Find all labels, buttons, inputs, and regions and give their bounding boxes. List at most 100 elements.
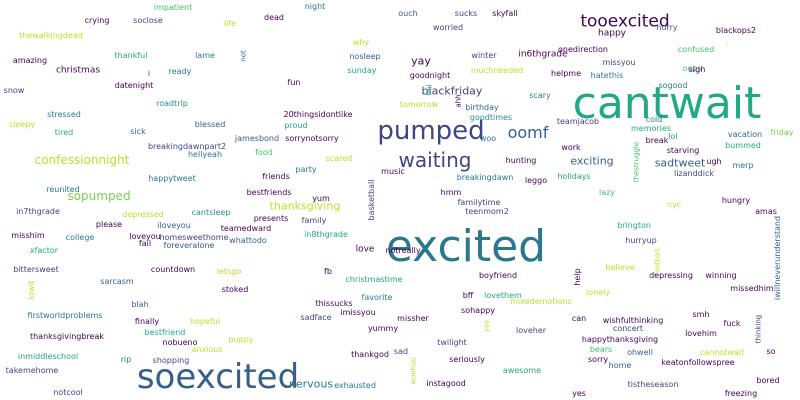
word-goodnight: goodnight [409,71,451,80]
word-thissucks: thissucks [315,299,353,308]
word-nobueno: nobueno [162,338,198,347]
word-sad: sad [393,347,409,356]
word-hmm: hmm [440,188,462,197]
word-loveher: loveher [515,326,547,335]
word-so: so [766,347,776,356]
word-confused: confused [677,45,715,54]
word-friends: friends [262,172,290,181]
word-stoked: stoked [221,285,249,294]
word-lonely: lonely [585,288,611,297]
word-cannotwait: cannotwait [699,348,745,357]
word-awesome: awesome [502,366,542,375]
word-sarcasm: sarcasm [100,277,134,286]
word-fb: fb [324,267,332,276]
word-please: please [95,220,123,229]
word-depressed: depressed [122,210,164,219]
word-woo: woo [479,134,497,143]
word-party: party [295,165,317,174]
word-scared: scared [325,154,353,163]
word-depressing: depressing [649,271,693,280]
word-hopeful: hopeful [189,317,221,326]
word-imissyou: imissyou [340,308,376,317]
word-nervous: nervous [288,377,334,391]
word-missedhim: missedhim [730,284,774,293]
word-thankgod: thankgod [351,350,389,359]
word-thinking: thinking [754,314,763,344]
word-misshim: misshim [11,231,45,240]
word-sadface: sadface [300,313,332,322]
word-yay: yay [482,319,491,333]
word-bittersweet: bittersweet [13,265,59,274]
word-family: family [301,216,327,225]
word-jamesbond: jamesbond [234,134,280,143]
word-brington: brington [617,221,651,230]
word-rip: rip [120,355,132,364]
word-lizanddick: lizanddick [673,169,715,178]
word-sorrynotsorry: sorrynotsorry [285,134,339,143]
word-yes: yes [572,389,586,398]
word-favorite: favorite [361,293,393,302]
word-blackops2: blackops2 [715,26,757,35]
word-thestruggle: thestruggle [632,141,641,183]
word-stressed: stressed [47,110,81,119]
word-break: break [645,136,669,145]
word-oomf: oomf [507,123,549,142]
word-exciting: exciting [570,154,614,168]
word-iwillneverunderstand: iwillneverunderstand [773,215,782,301]
word-ready: ready [168,67,192,76]
word-letsgo: letsgo [216,267,242,276]
word-cantsleep: cantsleep [191,208,231,217]
word-takemehome: takemehome [5,366,59,375]
word-friday: friday [770,128,794,137]
word-soexcited: soexcited [136,357,300,397]
word-tomorrow: tomorrow [399,100,439,109]
word-sucks: sucks [454,9,478,18]
word-tired: tired [54,128,74,137]
word-presents: presents [253,214,289,223]
word-bears: bears [589,345,613,354]
word-lovethem: lovethem [484,291,522,300]
word-sunday: sunday [347,66,377,75]
word-twilight: twilight [437,338,467,347]
word-homesweethome: homesweethome [159,233,229,242]
word-onedirection: onedirection [558,45,608,54]
word-reunited: reunited [46,185,80,194]
word-home: home [608,361,632,370]
word-i: i [147,69,151,78]
word-bummed: bummed [725,141,761,150]
word-proud: proud [284,121,308,130]
word-20thingsidontlike: 20thingsidontlike [283,110,353,119]
word-hurry: hurry [656,23,678,32]
word-bored: bored [756,376,780,385]
word-can: can [571,314,587,323]
word-xfactor: xfactor [29,246,59,255]
word-countdown: countdown [150,265,196,274]
word-confessionnight: confessionnight [34,153,130,167]
word-fail: fail [138,239,152,248]
word-sigh: sigh [688,65,706,74]
word-finally: finally [134,317,160,326]
word-hungry: hungry [721,196,751,205]
word-thanksgivingbreak: thanksgivingbreak [29,332,105,341]
word-hurryup: hurryup [625,236,657,245]
word-food: food [255,148,273,157]
word-starving: starving [666,146,700,155]
word-familytime: familytime [457,198,501,207]
word-amas: amas [755,207,777,216]
word-teamjacob: teamjacob [556,117,600,126]
word-soclose: soclose [133,16,163,25]
word-winter: winter [471,51,497,60]
word-basketball: basketball [367,179,376,221]
word-night: night [304,2,326,11]
word-missher: missher [397,314,429,323]
word-bestfriend: bestfriend [144,328,186,337]
word-fun: fun [287,78,301,87]
word-in8thgrade: in8thgrade [304,230,348,239]
word-leggo: leggo [524,176,548,185]
word-not: not [239,50,248,62]
word-instagood: instagood [426,379,466,388]
word-woohoo: woohoo [409,357,418,385]
word-fuck: fuck [723,319,741,328]
word-sohappy: sohappy [461,306,495,315]
